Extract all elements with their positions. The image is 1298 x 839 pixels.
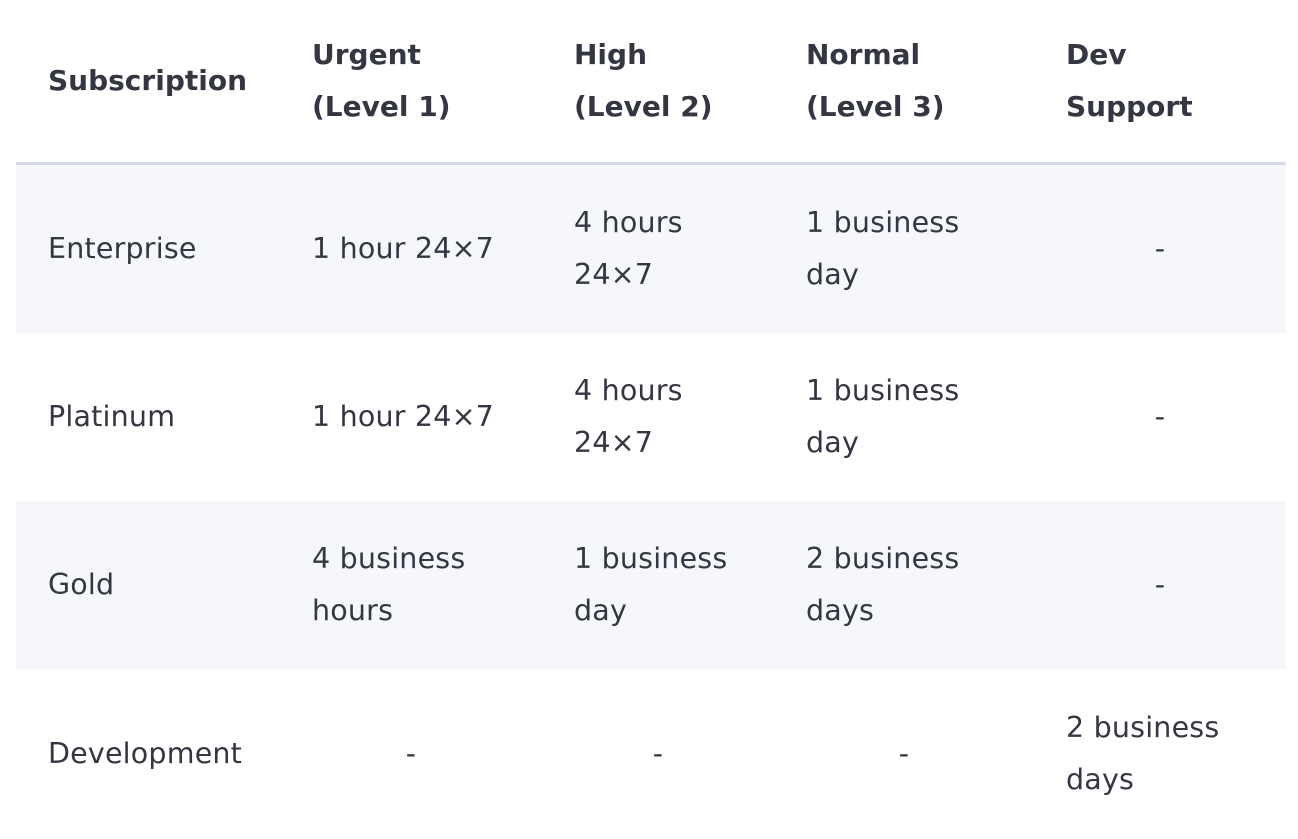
cell-subscription: Development [48,737,243,770]
cell-dev-support: - [1154,400,1166,433]
cell-dev-support: - [1034,163,1286,333]
cell-dev-support: 2 business days [1066,711,1220,796]
cell-normal: 1 business day [774,163,1034,333]
cell-urgent: - [405,737,417,770]
cell-normal: - [898,737,910,770]
cell-high: - [652,737,664,770]
cell-high: 4 hours 24×7 [542,163,774,333]
header-row: Subscription Urgent (Level 1) High (Leve… [16,0,1286,165]
cell-urgent: 4 business hours [280,501,542,669]
cell-normal: 1 business day [806,374,960,459]
cell-dev-support: - [1034,501,1286,669]
cell-subscription: Gold [16,501,280,669]
table-row: Platinum 1 hour 24×7 4 hours 24×7 1 busi… [16,333,1286,501]
support-levels-table: Subscription Urgent (Level 1) High (Leve… [16,0,1286,839]
header-normal: Normal (Level 3) [774,0,1034,165]
header-high: High (Level 2) [542,0,774,165]
table-row: Gold 4 business hours 1 business day 2 b… [16,501,1286,669]
cell-normal: 2 business days [774,501,1034,669]
header-urgent: Urgent (Level 1) [280,0,542,165]
table-header: Subscription Urgent (Level 1) High (Leve… [16,0,1286,165]
cell-subscription: Enterprise [16,163,280,333]
cell-high: 1 business day [542,501,774,669]
support-levels-table-container: Subscription Urgent (Level 1) High (Leve… [16,0,1286,839]
table-row: Development - - - 2 business days [16,669,1286,839]
table-row: Enterprise 1 hour 24×7 4 hours 24×7 1 bu… [16,163,1286,333]
table-body: Enterprise 1 hour 24×7 4 hours 24×7 1 bu… [16,163,1286,839]
header-dev-support: Dev Support [1034,0,1286,165]
cell-urgent: 1 hour 24×7 [312,400,495,433]
header-subscription: Subscription [16,0,280,165]
cell-urgent: 1 hour 24×7 [280,163,542,333]
cell-subscription: Platinum [48,400,176,433]
cell-high: 4 hours 24×7 [574,374,683,459]
